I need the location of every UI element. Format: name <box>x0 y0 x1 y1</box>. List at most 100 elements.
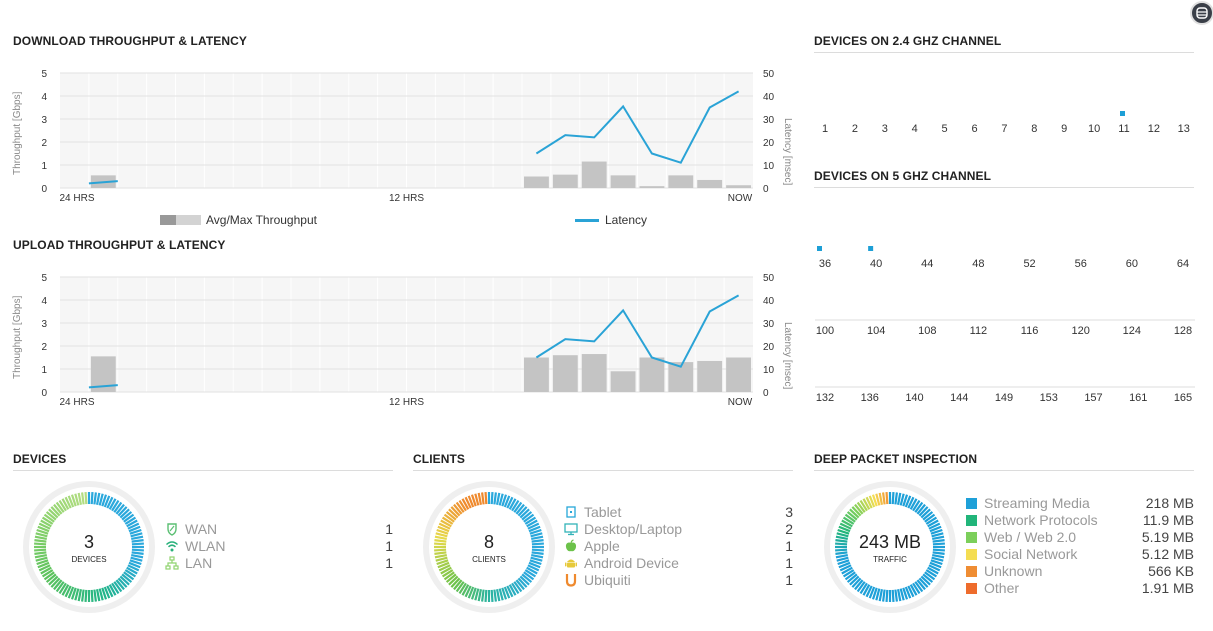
dpi-ring-tick <box>894 492 898 505</box>
clients-ring-tick <box>434 551 447 555</box>
devices-ring-tick <box>123 571 135 581</box>
clients-ring-tick <box>477 492 483 505</box>
desktop-icon <box>564 523 578 536</box>
upload-ytick-left: 2 <box>41 342 47 353</box>
devices-ring-tick <box>90 492 94 505</box>
upload-ytick-left: 4 <box>41 296 47 307</box>
upload-y-right-label: Latency [msec] <box>782 322 793 389</box>
channel5-label: 124 <box>1123 325 1141 337</box>
dpi-ring-tick <box>836 556 849 562</box>
dpi-ring-tick <box>902 587 909 600</box>
dpi-item-value: 218 MB <box>1145 495 1194 511</box>
devices-ring-tick <box>53 503 63 515</box>
download-ytick-right: 20 <box>763 138 775 149</box>
dpi-ring-tick <box>932 551 945 555</box>
dpi-total-block: 243 MB TRAFFIC <box>820 532 960 564</box>
download-ytick-right: 40 <box>763 92 775 103</box>
devices-ring-tick <box>58 499 67 512</box>
devices-ring-tick <box>131 539 144 543</box>
clients-ring-tick <box>481 492 485 505</box>
dpi-ring-tick <box>927 519 939 528</box>
devices-ring-tick <box>115 579 125 591</box>
devices-ring-tick <box>113 501 123 513</box>
tablet-icon <box>566 506 576 518</box>
channel24-label: 10 <box>1088 123 1100 135</box>
channel24-label: 12 <box>1148 123 1160 135</box>
dpi-ring-tick <box>920 575 931 586</box>
upload-bar <box>552 355 578 392</box>
devices-ring-tick <box>81 589 85 602</box>
channels24-chart: 1 2 3 4 5 6 7 8 9 10 11 12 13 <box>822 111 1190 135</box>
legend-throughput: Avg/Max Throughput <box>160 213 317 227</box>
devices-ring-tick <box>64 496 72 509</box>
devices-ring-tick <box>98 493 104 506</box>
clients-ring-tick <box>523 513 535 523</box>
clients-ring-tick <box>526 566 538 575</box>
dpi-ring-tick <box>835 542 848 546</box>
dpi-ring-tick <box>885 492 889 505</box>
clients-ring-tick <box>441 516 454 525</box>
channel5-label: 40 <box>870 258 882 270</box>
devices-ring-tick <box>34 548 47 552</box>
corner-menu-button[interactable] <box>1190 1 1213 25</box>
legend-latency: Latency <box>575 213 647 227</box>
devices-ring-tick <box>131 548 144 552</box>
upload-bar <box>524 357 549 392</box>
upload-bar <box>610 371 636 392</box>
clients-total: 8 <box>483 532 494 552</box>
dpi-ring-tick <box>929 525 942 533</box>
channels24-divider <box>814 52 1194 53</box>
dpi-ring-tick <box>916 579 926 591</box>
dpi-ring-inner <box>830 487 950 607</box>
clients-ring-tick <box>526 519 538 528</box>
download-ytick-left: 5 <box>41 69 47 80</box>
dpi-swatch <box>966 531 977 543</box>
clients-ring-tick <box>519 575 530 586</box>
upload-ytick-right: 50 <box>763 273 775 284</box>
clients-ring-tick <box>529 559 542 566</box>
devices-ring-tick <box>128 561 141 569</box>
clients-item-label: Apple <box>584 538 620 554</box>
download-y-right-label: Latency [msec] <box>782 118 793 185</box>
devices-ring-tick <box>36 559 49 566</box>
legend-throughput-label: Avg/Max Throughput <box>206 213 317 227</box>
clients-ring-tick <box>531 548 544 552</box>
dpi-ring-tick <box>882 589 886 602</box>
channel24-label: 3 <box>882 123 888 135</box>
dpi-ring-tick <box>854 503 864 515</box>
clients-ring-tick <box>531 553 544 559</box>
clients-ring-tick <box>531 551 544 555</box>
shield-icon <box>167 523 177 536</box>
dpi-ring-tick <box>851 506 862 517</box>
devices-ring-tick <box>130 532 143 538</box>
download-ytick-left: 0 <box>41 184 47 195</box>
dpi-ring-tick <box>909 584 918 596</box>
download-xtick: NOW <box>728 193 753 204</box>
download-title: DOWNLOAD THROUGHPUT & LATENCY <box>13 34 247 48</box>
clients-ring-tick <box>441 569 454 578</box>
devices-item-value: 1 <box>385 521 393 537</box>
dpi-ring-tick <box>909 498 918 510</box>
download-bar <box>726 185 751 188</box>
clients-ring-tick <box>470 494 477 507</box>
clients-ring-tick <box>521 573 533 583</box>
devices-ring-tick <box>34 539 47 543</box>
dpi-ring-tick <box>899 493 905 506</box>
devices-item-label: WAN <box>185 521 218 537</box>
dpi-ring-tick <box>912 582 921 595</box>
dpi-title: DEEP PACKET INSPECTION <box>814 452 978 466</box>
clients-ring-tick <box>448 508 459 519</box>
dpi-ring-tick <box>930 528 943 535</box>
channel5-label: 52 <box>1023 258 1035 270</box>
dpi-ring-tick <box>856 581 866 593</box>
dpi-ring-tick <box>904 495 912 508</box>
clients-ring-tick <box>443 571 455 581</box>
dpi-ring-tick <box>849 575 860 586</box>
channel5-label: 64 <box>1177 258 1189 270</box>
dpi-ring-tick <box>835 539 848 543</box>
dpi-swatch <box>966 514 977 526</box>
devices-ring-tick <box>34 553 47 559</box>
upload-bar <box>726 357 751 392</box>
devices-ring-tick <box>106 496 114 509</box>
dpi-ring-tick <box>865 585 873 598</box>
